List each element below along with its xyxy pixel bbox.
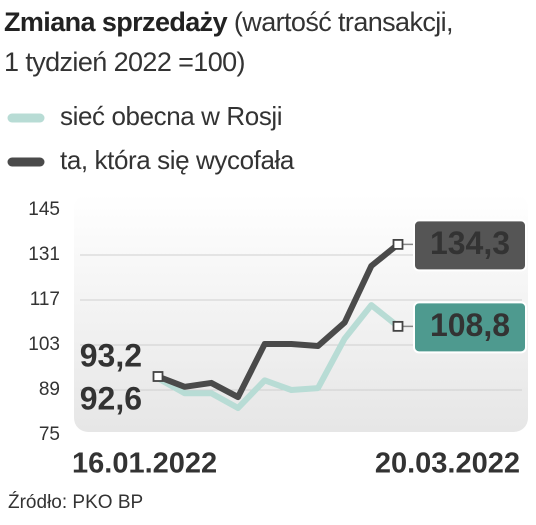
value-label: 108,8 [430, 307, 510, 343]
value-label-box [413, 301, 527, 354]
chart-subtitle: (wartość transakcji, 1 tydzień 2022 =100… [4, 7, 454, 77]
series-line [155, 241, 401, 401]
y-tick-label: 131 [28, 244, 60, 265]
value-label: 93,2 [80, 337, 142, 373]
point-marker [392, 238, 404, 250]
legend-label: sieć obecna w Rosji [60, 101, 282, 131]
y-tick-label: 89 [39, 379, 60, 400]
chart-title: Zmiana sprzedaży [4, 7, 228, 37]
y-tick-label: 117 [30, 289, 60, 310]
series-line [155, 302, 401, 411]
point-marker [152, 371, 164, 382]
source: Źródło: PKO BP [8, 492, 143, 513]
y-tick-label: 75 [39, 424, 60, 445]
legend-label: ta, która się wycofała [60, 145, 295, 175]
value-label: 134,3 [430, 225, 510, 261]
value-label-box [413, 219, 527, 272]
header: Zmiana sprzedaży (wartość transakcji, 1 … [4, 2, 474, 82]
value-label: 92,6 [80, 380, 142, 416]
y-tick-label: 145 [28, 199, 60, 220]
y-tick-label: 103 [28, 334, 60, 355]
point-marker [392, 320, 404, 332]
x-tick-label: 16.01.2022 [72, 448, 217, 480]
x-tick-label: 20.03.2022 [375, 448, 520, 480]
